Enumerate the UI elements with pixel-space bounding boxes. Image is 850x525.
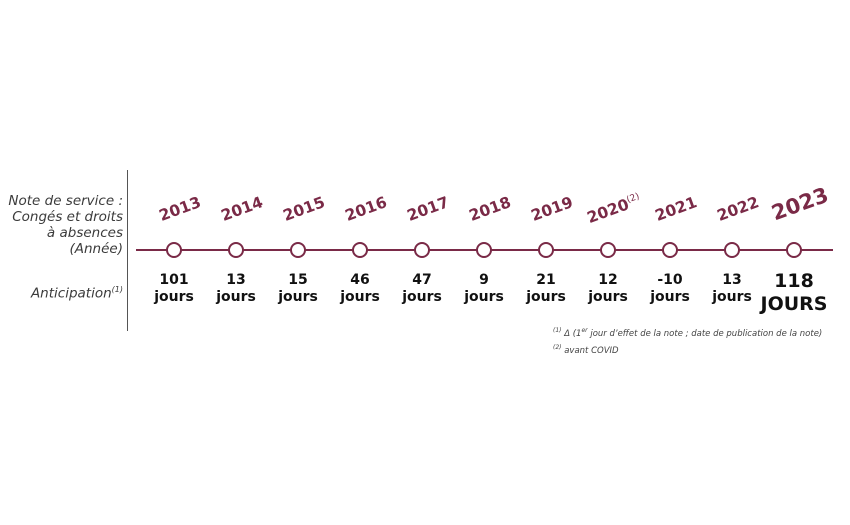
value-number: 46: [350, 272, 370, 288]
year-label-2022: 2022: [715, 193, 762, 225]
year-text: 2015: [280, 193, 328, 225]
anticipation-value-2023: 118 JOURS: [761, 270, 828, 316]
vertical-divider: [127, 170, 128, 331]
value-number: 15: [288, 272, 308, 288]
timeline-node-2016: [352, 242, 368, 258]
year-text: 2018: [466, 193, 514, 225]
timeline-node-2020: [600, 242, 616, 258]
value-number: 21: [536, 272, 556, 288]
footnote-1-sup: er: [581, 327, 588, 334]
year-text: 2013: [156, 193, 204, 225]
anticipation-value-2015: 15 jours: [278, 272, 318, 306]
anticipation-value-2022: 13 jours: [712, 272, 752, 306]
note-label-line-1: Note de service :: [8, 193, 123, 209]
year-text: 2021: [652, 193, 700, 225]
year-text: 2016: [342, 193, 390, 225]
year-label-2014: 2014: [219, 193, 266, 225]
year-label-2016: 2016: [343, 193, 390, 225]
year-label-2021: 2021: [653, 193, 700, 225]
timeline-node-2015: [290, 242, 306, 258]
value-number: 47: [412, 272, 432, 288]
anticipation-value-2013: 101 jours: [154, 272, 194, 306]
value-unit: jours: [278, 289, 318, 305]
year-text: 2022: [714, 193, 762, 225]
footnote-2-marker: (2): [553, 344, 562, 351]
value-number: 9: [479, 272, 489, 288]
value-number: 13: [226, 272, 246, 288]
timeline-node-2017: [414, 242, 430, 258]
timeline-node-2019: [538, 242, 554, 258]
footnote-2: (2) avant COVID: [553, 344, 619, 356]
timeline-node-2013: [166, 242, 182, 258]
year-label-2019: 2019: [529, 193, 576, 225]
anticipation-value-2017: 47 jours: [402, 272, 442, 306]
value-unit: jours: [588, 289, 628, 305]
footnote-2-text: avant COVID: [561, 345, 619, 356]
value-unit: jours: [526, 289, 566, 305]
note-label-line-4: (Année): [69, 241, 124, 257]
year-text: 2019: [528, 193, 576, 225]
timeline-node-2021: [662, 242, 678, 258]
timeline-node-2018: [476, 242, 492, 258]
value-number: -10: [657, 272, 683, 288]
anticipation-value-2018: 9 jours: [464, 272, 504, 306]
value-number: 101: [159, 272, 189, 288]
value-unit: jours: [340, 289, 380, 305]
year-text: 2017: [404, 193, 452, 225]
note-label-line-3: à absences: [46, 225, 123, 241]
value-unit: jours: [216, 289, 256, 305]
year-label-2013: 2013: [157, 193, 204, 225]
footnote-1: (1) Δ (1er jour d’effet de la note ; dat…: [553, 327, 822, 339]
year-footnote-marker: (2): [625, 191, 641, 206]
year-text: 2023: [768, 182, 832, 226]
timeline-node-2023: [786, 242, 802, 258]
year-text: 2014: [218, 193, 266, 225]
footnote-1-marker: (1): [553, 327, 562, 334]
value-number: 13: [722, 272, 742, 288]
year-label-2017: 2017: [405, 193, 452, 225]
year-label-2023: 2023: [768, 183, 831, 226]
footnote-1-text-b: jour d’effet de la note ; date de public…: [587, 328, 823, 339]
value-unit: jours: [712, 289, 752, 305]
value-unit: jours: [464, 289, 504, 305]
value-unit: jours: [650, 289, 690, 305]
anticipation-value-2021: -10 jours: [650, 272, 690, 306]
footnote-1-text-a: Δ (1: [564, 328, 582, 339]
value-unit: jours: [402, 289, 442, 305]
anticipation-value-2020: 12 jours: [588, 272, 628, 306]
anticipation-label: Anticipation(1): [31, 282, 123, 302]
anticipation-footnote-marker: (1): [111, 285, 123, 294]
anticipation-value-2014: 13 jours: [216, 272, 256, 306]
value-number: 118: [774, 270, 814, 292]
timeline-node-2022: [724, 242, 740, 258]
year-text: 2020: [584, 195, 632, 228]
timeline-node-2014: [228, 242, 244, 258]
note-de-service-label: Note de service : Congés et droits à abs…: [0, 193, 123, 257]
anticipation-value-2019: 21 jours: [526, 272, 566, 306]
year-label-2015: 2015: [281, 193, 328, 225]
value-number: 12: [598, 272, 618, 288]
anticipation-text: Anticipation: [30, 285, 112, 302]
note-label-line-2: Congés et droits: [12, 209, 123, 225]
value-unit: jours: [154, 289, 194, 305]
anticipation-value-2016: 46 jours: [340, 272, 380, 306]
year-label-2020: 2020(2): [585, 191, 644, 227]
year-label-2018: 2018: [467, 193, 514, 225]
value-unit: JOURS: [760, 293, 828, 315]
